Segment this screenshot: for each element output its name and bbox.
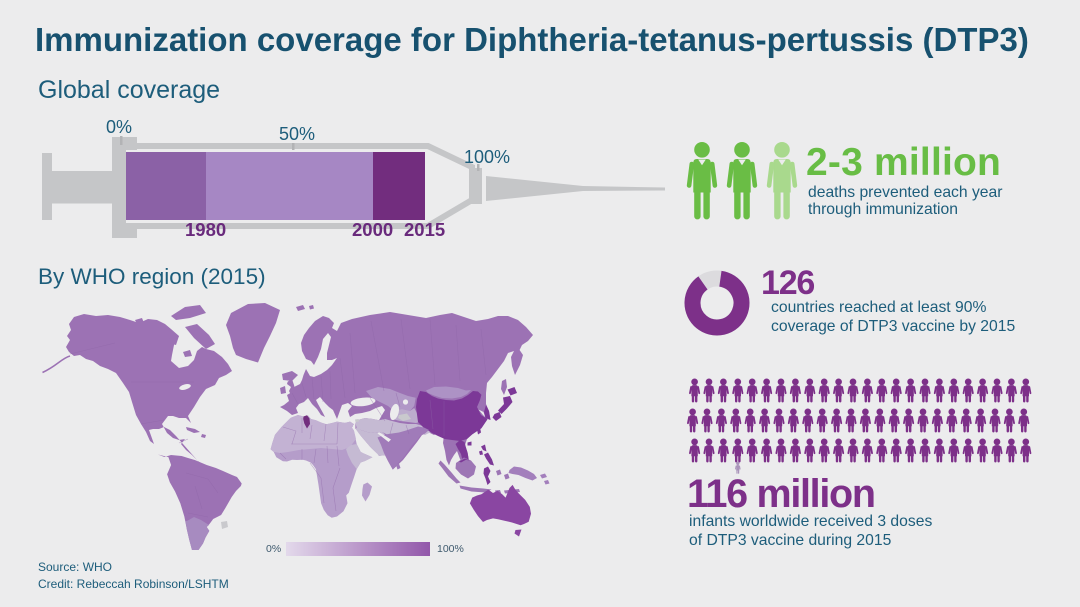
svg-text:1980: 1980: [185, 219, 226, 240]
svg-text:2000: 2000: [352, 219, 393, 240]
svg-text:0%: 0%: [106, 117, 132, 137]
svg-text:2015: 2015: [404, 219, 445, 240]
svg-text:50%: 50%: [279, 124, 315, 144]
svg-text:100%: 100%: [464, 147, 510, 167]
